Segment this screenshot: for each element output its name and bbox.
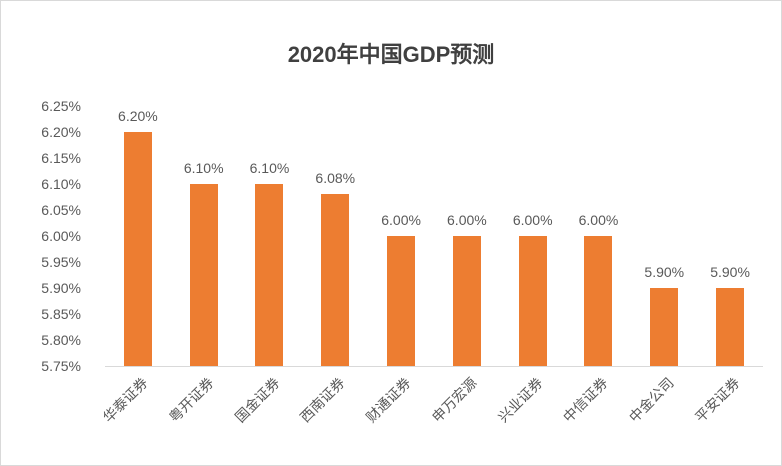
- data-label: 6.00%: [381, 212, 421, 228]
- x-axis-category-label: 财通证券: [362, 374, 414, 426]
- bar-华泰证券: [123, 132, 152, 366]
- bar-slot: 6.10% 国金证券: [231, 106, 303, 425]
- y-axis-tick-label: 5.80%: [41, 332, 81, 348]
- chart-title: 2020年中国GDP预测: [287, 42, 495, 67]
- x-axis-category-label: 国金证券: [231, 374, 283, 426]
- bar-slot: 6.00% 财通证券: [363, 106, 434, 425]
- bar-西南证券: [321, 194, 350, 366]
- bar-国金证券: [255, 184, 284, 366]
- y-axis-tick-label: 6.20%: [41, 124, 81, 140]
- bar-slot: 6.20% 华泰证券: [100, 106, 171, 425]
- bar-slot: 5.90% 平安证券: [692, 106, 763, 425]
- x-axis-category-label: 平安证券: [691, 374, 743, 426]
- bar-财通证券: [387, 236, 416, 366]
- bar-中信证券: [584, 236, 613, 366]
- bar-slot: 6.08% 西南证券: [297, 106, 368, 425]
- bar-slot: 6.00% 兴业证券: [495, 106, 566, 425]
- x-axis-category-label: 西南证券: [297, 374, 349, 426]
- data-label: 5.90%: [710, 264, 750, 280]
- y-axis-tick-label: 6.00%: [41, 228, 81, 244]
- y-axis-tick-label: 5.85%: [41, 306, 81, 322]
- x-axis-category-label: 中金公司: [626, 374, 678, 426]
- x-axis-category-label: 华泰证券: [99, 374, 151, 426]
- bar-slot: 5.90% 中金公司: [626, 106, 697, 425]
- bar-平安证券: [716, 288, 745, 366]
- y-axis-tick-label: 5.90%: [41, 280, 81, 296]
- y-axis-tick-label: 6.25%: [41, 98, 81, 114]
- y-axis-tick-label: 5.75%: [41, 358, 81, 374]
- data-label: 6.00%: [578, 212, 619, 228]
- bar-slot: 6.00% 中信证券: [560, 106, 632, 425]
- bar-slot: 6.10% 粤开证券: [166, 106, 237, 425]
- bar-粤开证券: [189, 184, 218, 366]
- x-axis-category-label: 申万宏源: [428, 374, 480, 426]
- plot-area: 6.20% 华泰证券 6.10% 粤开证券 6.10% 国金证券 6.08% 西南证券 6.00…: [100, 106, 763, 425]
- bar-兴业证券: [518, 236, 547, 366]
- bar-申万宏源: [452, 236, 481, 366]
- data-label: 6.10%: [249, 160, 290, 176]
- data-label: 6.00%: [447, 212, 487, 228]
- y-axis: 6.25% 6.20% 6.15% 6.10% 6.05% 6.00% 5.95% 5.90%…: [1, 98, 81, 374]
- bar-中金公司: [650, 288, 679, 366]
- y-axis-tick-label: 6.05%: [41, 202, 81, 218]
- data-label: 5.90%: [644, 264, 685, 280]
- y-axis-tick-label: 6.15%: [41, 150, 81, 166]
- y-axis-tick-label: 6.10%: [41, 176, 81, 192]
- data-label: 6.08%: [315, 170, 356, 186]
- y-axis-tick-label: 5.95%: [41, 254, 81, 270]
- data-label: 6.00%: [512, 212, 553, 228]
- data-label: 6.10%: [183, 160, 224, 176]
- data-label: 6.20%: [118, 108, 158, 124]
- bar-slot: 6.00% 申万宏源: [429, 106, 500, 425]
- x-axis-category-label: 兴业证券: [494, 374, 546, 426]
- x-axis-category-label: 中信证券: [560, 374, 612, 426]
- x-axis-category-label: 粤开证券: [165, 374, 217, 426]
